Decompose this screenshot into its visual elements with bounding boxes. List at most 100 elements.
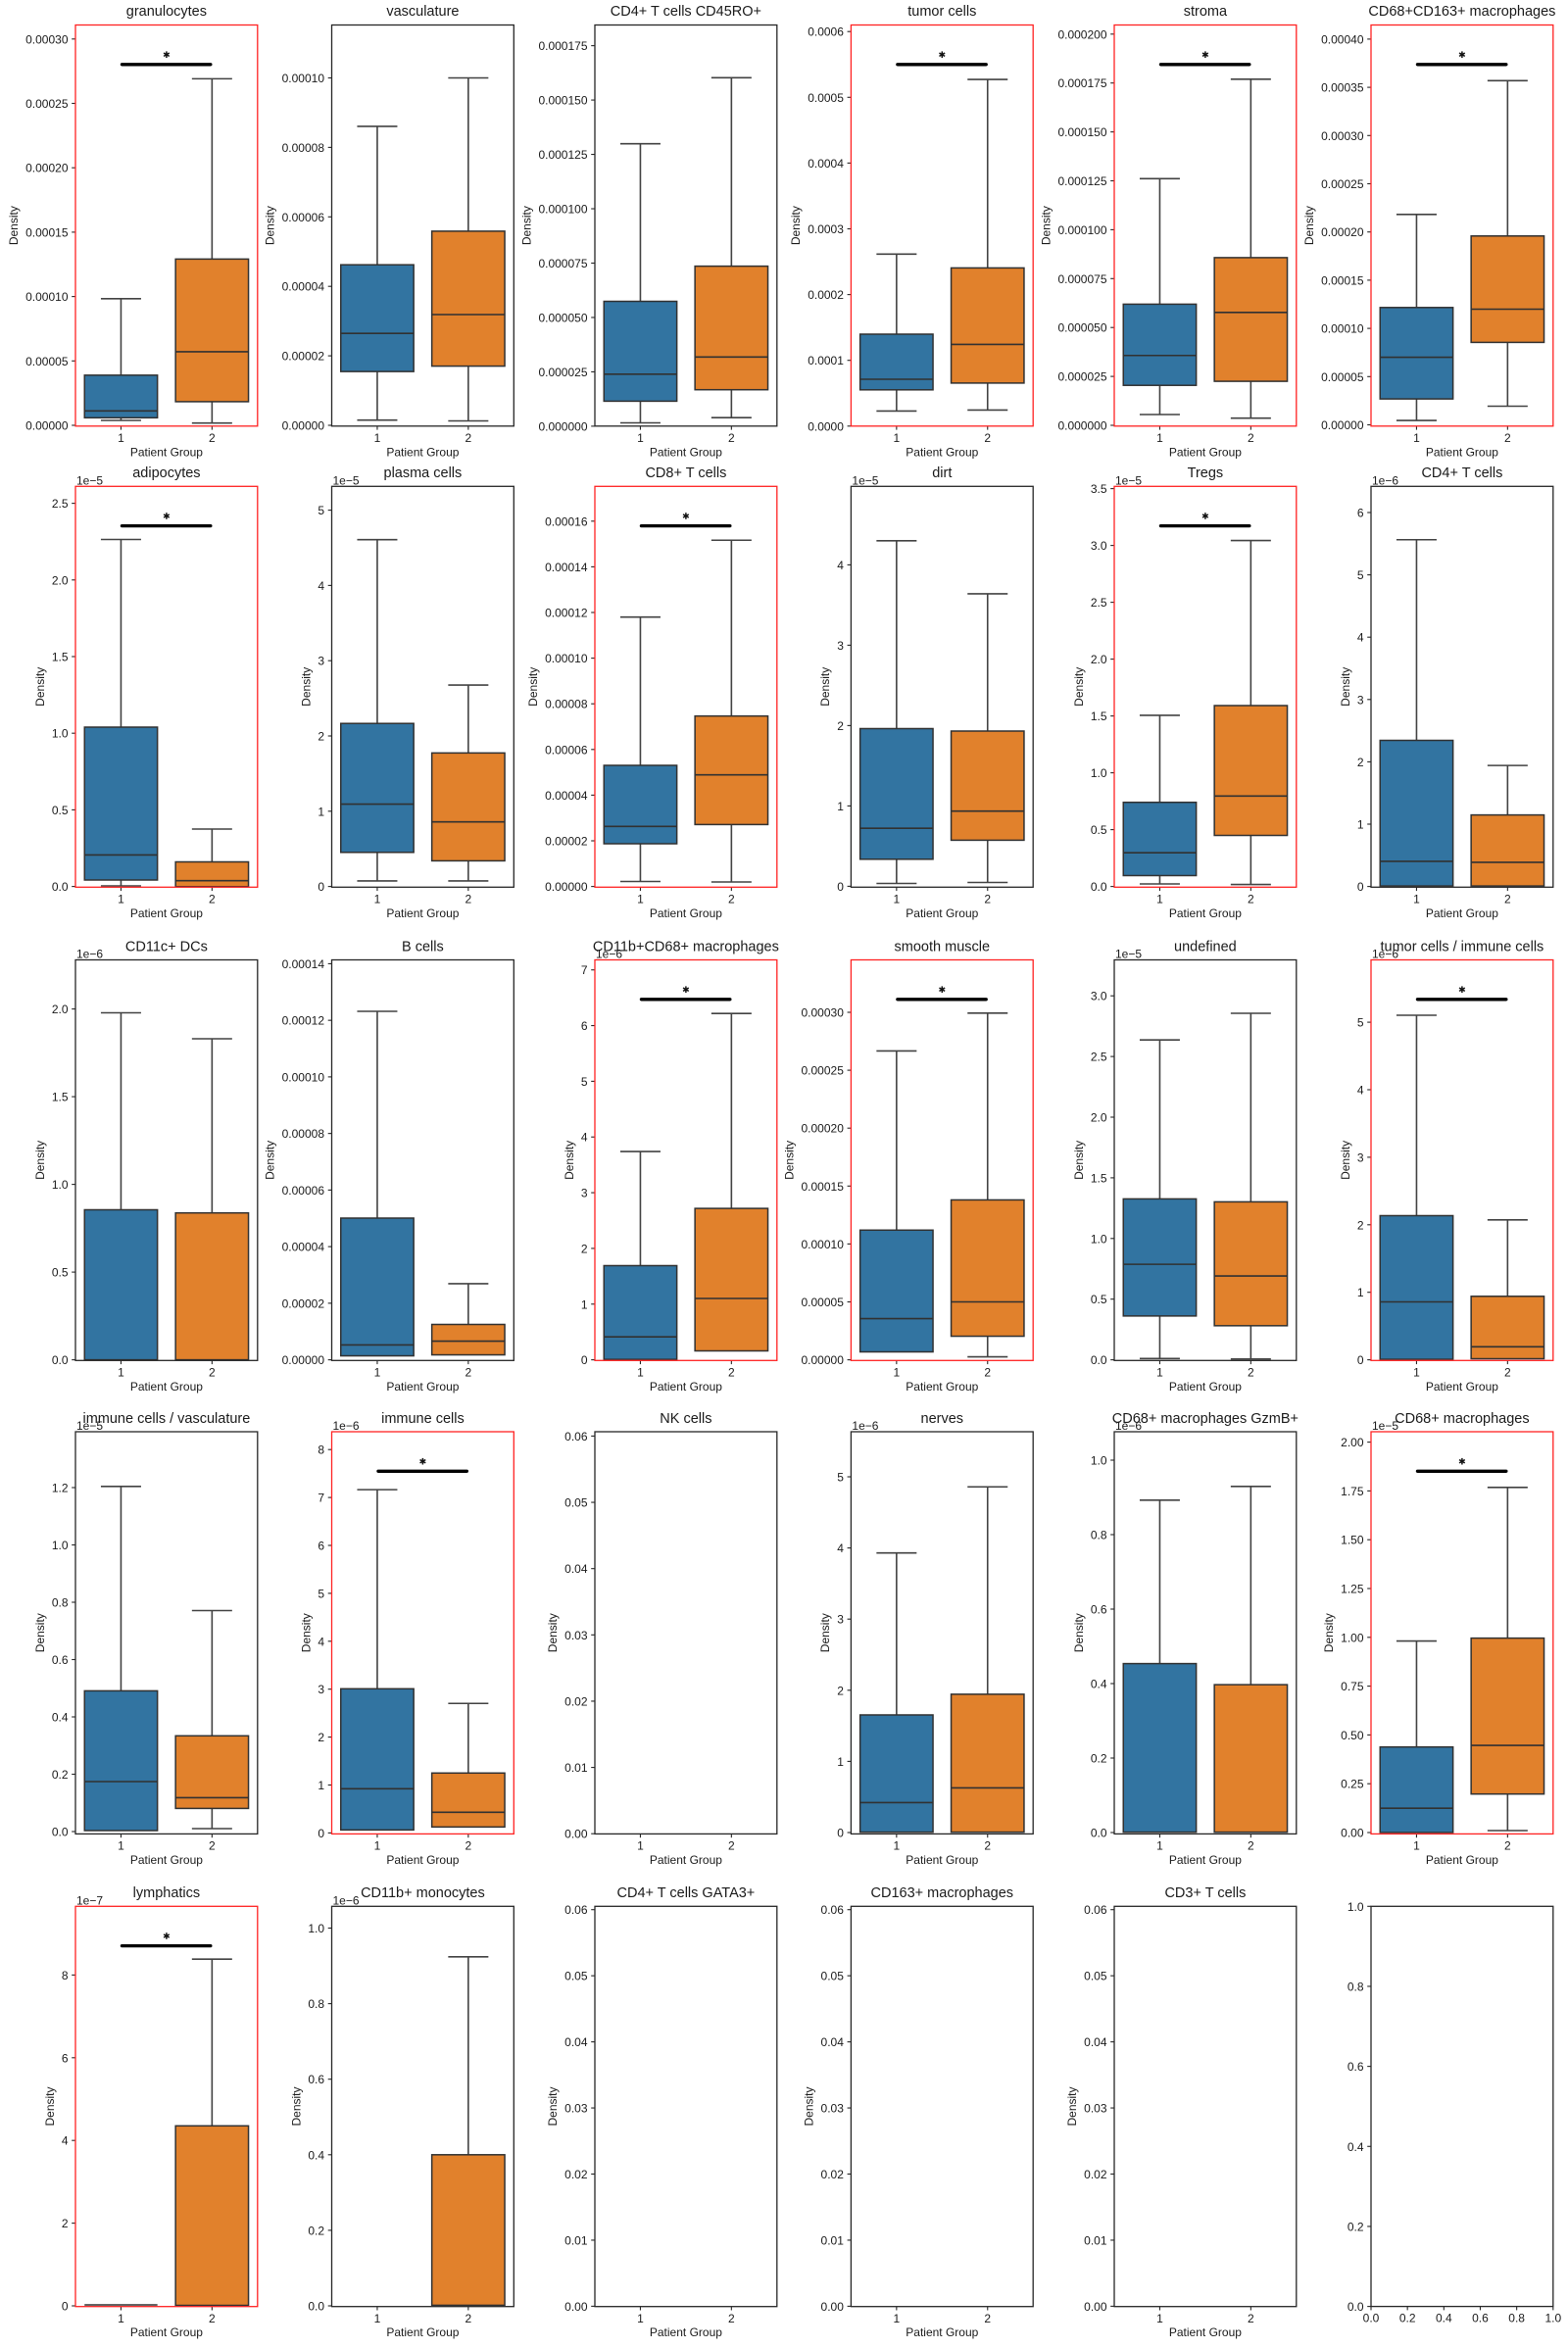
svg-text:Density: Density bbox=[1065, 2086, 1079, 2126]
svg-text:2: 2 bbox=[984, 893, 991, 906]
svg-text:0.01: 0.01 bbox=[564, 1761, 588, 1775]
svg-text:0.000050: 0.000050 bbox=[538, 311, 587, 324]
svg-text:0.75: 0.75 bbox=[1341, 1680, 1364, 1693]
svg-text:7: 7 bbox=[318, 1492, 324, 1505]
svg-text:2: 2 bbox=[466, 431, 472, 445]
svg-text:Density: Density bbox=[264, 206, 277, 245]
svg-text:0.00010: 0.00010 bbox=[802, 1238, 845, 1251]
svg-text:1.0: 1.0 bbox=[1091, 1232, 1107, 1246]
svg-text:Density: Density bbox=[1072, 1613, 1086, 1652]
svg-text:3: 3 bbox=[837, 1613, 844, 1627]
svg-text:1.00: 1.00 bbox=[1341, 1631, 1364, 1644]
svg-text:vasculature: vasculature bbox=[386, 4, 459, 20]
svg-text:8: 8 bbox=[62, 1969, 69, 1982]
svg-text:1: 1 bbox=[637, 1366, 644, 1380]
svg-text:Patient Group: Patient Group bbox=[386, 1380, 459, 1394]
svg-text:8: 8 bbox=[318, 1443, 324, 1457]
svg-text:0.0: 0.0 bbox=[1363, 2312, 1380, 2325]
svg-text:1.0: 1.0 bbox=[52, 1539, 69, 1552]
svg-text:0.000150: 0.000150 bbox=[538, 94, 587, 108]
svg-text:0.000125: 0.000125 bbox=[538, 148, 587, 162]
svg-text:5: 5 bbox=[318, 504, 324, 517]
svg-text:CD4+ T cells GATA3+: CD4+ T cells GATA3+ bbox=[617, 1885, 756, 1901]
svg-text:Density: Density bbox=[803, 2086, 816, 2126]
svg-text:CD8+ T cells: CD8+ T cells bbox=[645, 465, 726, 481]
svg-text:Patient Group: Patient Group bbox=[130, 445, 203, 459]
svg-text:1: 1 bbox=[118, 893, 124, 906]
svg-text:1: 1 bbox=[118, 431, 124, 445]
svg-text:Density: Density bbox=[43, 2086, 57, 2126]
svg-text:stroma: stroma bbox=[1184, 4, 1228, 20]
svg-text:Density: Density bbox=[783, 1141, 797, 1180]
svg-text:Density: Density bbox=[519, 206, 533, 245]
svg-text:0.4: 0.4 bbox=[1091, 1678, 1107, 1691]
svg-text:0.6: 0.6 bbox=[1472, 2312, 1489, 2325]
svg-text:2.00: 2.00 bbox=[1341, 1436, 1364, 1449]
svg-text:5: 5 bbox=[318, 1587, 324, 1600]
svg-text:0.0: 0.0 bbox=[308, 2300, 324, 2314]
svg-text:0.00002: 0.00002 bbox=[282, 1296, 325, 1310]
svg-text:0.2: 0.2 bbox=[1399, 2312, 1416, 2325]
svg-text:0.000125: 0.000125 bbox=[1057, 174, 1106, 188]
svg-text:Patient Group: Patient Group bbox=[386, 445, 459, 459]
svg-text:2: 2 bbox=[728, 2312, 735, 2325]
svg-text:Patient Group: Patient Group bbox=[1169, 445, 1242, 459]
svg-text:nerves: nerves bbox=[921, 1411, 964, 1427]
svg-text:0.04: 0.04 bbox=[821, 2035, 845, 2049]
svg-text:1.2: 1.2 bbox=[52, 1482, 69, 1495]
svg-text:2: 2 bbox=[466, 1366, 472, 1380]
svg-text:Density: Density bbox=[1339, 667, 1352, 707]
svg-text:0.000150: 0.000150 bbox=[1057, 125, 1106, 139]
svg-text:Patient Group: Patient Group bbox=[1426, 906, 1498, 920]
svg-text:Patient Group: Patient Group bbox=[1426, 445, 1498, 459]
svg-text:0.00000: 0.00000 bbox=[545, 880, 588, 894]
svg-text:0: 0 bbox=[837, 1827, 844, 1840]
svg-text:1: 1 bbox=[637, 893, 644, 906]
svg-text:0.4: 0.4 bbox=[308, 2148, 324, 2162]
svg-text:2: 2 bbox=[984, 431, 991, 445]
svg-text:4: 4 bbox=[318, 1635, 324, 1648]
svg-text:2.0: 2.0 bbox=[52, 573, 69, 587]
svg-text:NK cells: NK cells bbox=[660, 1411, 711, 1427]
svg-text:6: 6 bbox=[62, 2051, 69, 2065]
svg-text:1e−6: 1e−6 bbox=[333, 1893, 360, 1907]
svg-text:0.00: 0.00 bbox=[564, 2300, 588, 2314]
svg-text:CD3+ T cells: CD3+ T cells bbox=[1164, 1885, 1246, 1901]
svg-text:0.00004: 0.00004 bbox=[282, 1241, 325, 1254]
svg-text:0.00030: 0.00030 bbox=[25, 32, 69, 46]
svg-text:0.000000: 0.000000 bbox=[538, 419, 587, 433]
svg-text:1e−5: 1e−5 bbox=[76, 1419, 103, 1433]
svg-text:1.0: 1.0 bbox=[1091, 766, 1107, 780]
svg-text:0.06: 0.06 bbox=[821, 1903, 845, 1917]
svg-text:0.01: 0.01 bbox=[564, 2233, 588, 2247]
svg-text:CD11b+ monocytes: CD11b+ monocytes bbox=[361, 1885, 485, 1901]
svg-text:1.0: 1.0 bbox=[1348, 1900, 1364, 1914]
svg-text:2: 2 bbox=[1504, 1839, 1511, 1853]
svg-text:1.75: 1.75 bbox=[1341, 1485, 1364, 1498]
svg-text:Patient Group: Patient Group bbox=[650, 906, 722, 920]
svg-text:0.00002: 0.00002 bbox=[282, 350, 325, 364]
svg-text:0.00020: 0.00020 bbox=[802, 1122, 845, 1136]
svg-text:0.00004: 0.00004 bbox=[282, 280, 325, 294]
svg-text:0.0002: 0.0002 bbox=[808, 288, 844, 302]
svg-text:CD11b+CD68+ macrophages: CD11b+CD68+ macrophages bbox=[593, 939, 779, 954]
svg-text:3.5: 3.5 bbox=[1091, 482, 1107, 496]
svg-text:Patient Group: Patient Group bbox=[386, 906, 459, 920]
svg-text:2: 2 bbox=[466, 2312, 472, 2325]
svg-text:0.00008: 0.00008 bbox=[282, 1127, 325, 1141]
svg-text:0.03: 0.03 bbox=[564, 2102, 588, 2116]
svg-text:1: 1 bbox=[1156, 2312, 1163, 2325]
svg-text:Patient Group: Patient Group bbox=[906, 906, 978, 920]
svg-text:0.5: 0.5 bbox=[52, 804, 69, 817]
svg-text:3: 3 bbox=[1357, 693, 1364, 707]
svg-text:1: 1 bbox=[894, 1839, 901, 1853]
svg-text:B cells: B cells bbox=[402, 939, 444, 954]
svg-text:1e−6: 1e−6 bbox=[76, 948, 103, 961]
svg-text:2: 2 bbox=[1357, 756, 1364, 769]
svg-text:4: 4 bbox=[1357, 1084, 1364, 1098]
svg-text:0.00005: 0.00005 bbox=[802, 1296, 845, 1309]
svg-text:0.04: 0.04 bbox=[564, 2035, 588, 2049]
svg-text:3.0: 3.0 bbox=[1091, 539, 1107, 553]
svg-text:2: 2 bbox=[581, 1242, 588, 1255]
svg-text:CD163+ macrophages: CD163+ macrophages bbox=[871, 1885, 1014, 1901]
